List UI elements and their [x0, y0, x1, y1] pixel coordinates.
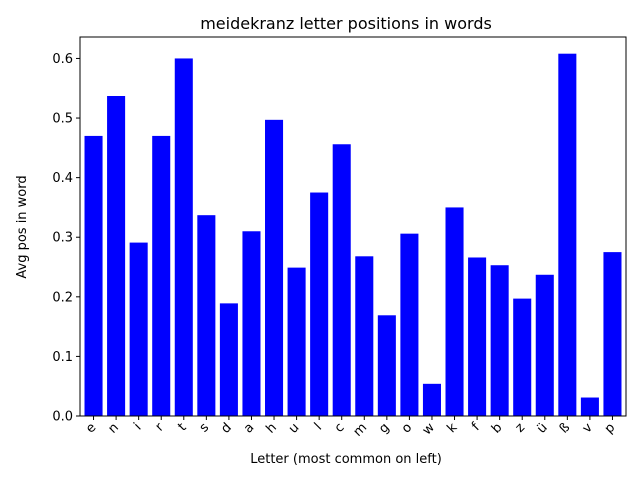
- y-tick-label: 0.6: [52, 52, 73, 67]
- bar-f: [468, 257, 487, 416]
- bar-r: [152, 135, 171, 417]
- bar-v: [580, 397, 599, 416]
- x-axis-label: Letter (most common on left): [250, 452, 442, 467]
- bar-g: [377, 315, 396, 416]
- bar-ß: [558, 53, 577, 416]
- bar-l: [310, 192, 329, 416]
- y-tick-label: 0.5: [52, 112, 73, 127]
- y-tick-label: 0.2: [52, 290, 73, 305]
- bar-c: [332, 144, 351, 416]
- y-tick-label: 0.1: [52, 350, 73, 365]
- bar-h: [265, 119, 284, 416]
- y-axis-label: Avg pos in word: [15, 175, 30, 278]
- bar-o: [400, 233, 419, 416]
- bar-a: [242, 231, 261, 416]
- bar-w: [422, 383, 441, 416]
- bar-e: [84, 135, 103, 417]
- y-tick-label: 0.0: [52, 410, 73, 425]
- bar-b: [490, 265, 509, 416]
- bar-ü: [535, 274, 554, 416]
- bar-s: [197, 215, 216, 416]
- bar-p: [603, 252, 622, 416]
- plot-frame: [79, 36, 627, 417]
- y-tick-label: 0.3: [52, 231, 73, 246]
- bar-t: [174, 58, 193, 416]
- bar-z: [513, 298, 532, 416]
- bar-n: [107, 96, 126, 416]
- bar-u: [287, 267, 306, 416]
- bar-d: [219, 303, 238, 416]
- chart-title: meidekranz letter positions in words: [200, 14, 492, 33]
- y-tick-label: 0.4: [52, 171, 73, 186]
- y-axis-ticks: 0.0 0.1 0.2 0.3 0.4 0.5 0.6: [52, 52, 80, 425]
- bar-k: [445, 207, 464, 416]
- bars-group: [84, 53, 622, 417]
- bar-i: [129, 242, 148, 416]
- bar-m: [355, 256, 374, 416]
